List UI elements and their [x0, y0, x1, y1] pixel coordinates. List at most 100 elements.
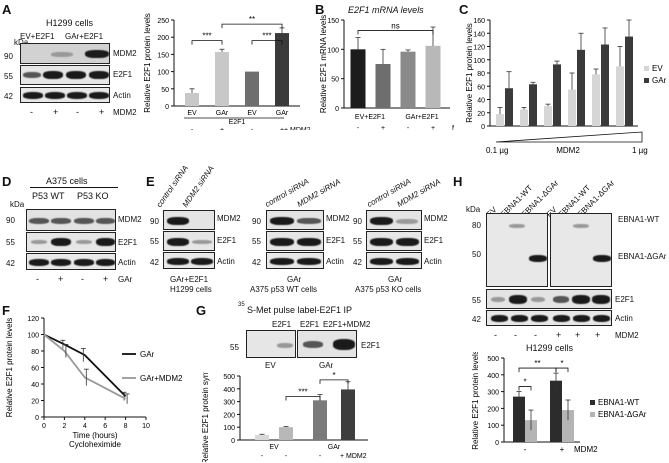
- panel-h-mdm2: MDM2: [574, 445, 598, 454]
- panel-f-line-gar-mdm2: [43, 333, 127, 400]
- panel-b-mdm2: MDM2: [452, 125, 454, 132]
- panel-a-chart-y-tick-label: 150: [157, 52, 169, 59]
- panel-f-legend-gar-mdm2: GAr+MDM2: [140, 374, 183, 383]
- panel-e2-band-actin: Actin: [326, 257, 344, 266]
- panel-h-legend-swatch-dgar: [590, 412, 595, 417]
- panel-a-cell-line: H1299 cells: [46, 18, 94, 28]
- panel-a-e2f1-label: E2F1: [229, 119, 246, 126]
- panel-c-bar-gar: [577, 49, 585, 126]
- panel-c-legend-swatch-gar: [644, 78, 649, 83]
- panel-h-chart-y-tick-label: 500: [487, 356, 499, 363]
- panel-d-sign-2: +: [58, 274, 64, 284]
- panel-d-band-actin: Actin: [118, 258, 136, 267]
- panel-h-kda-80: 80: [472, 221, 481, 230]
- panel-d-label: D: [2, 174, 12, 189]
- panel-f-chart-y-tick-label: 120: [27, 316, 39, 323]
- panel-f-x-tick-label: 6: [103, 423, 107, 430]
- panel-c-chart-y-tick-label: 160: [473, 18, 485, 25]
- panel-h-blot-ebna-right: [550, 213, 612, 287]
- panel-f-chart-y-tick-label: 0: [35, 415, 39, 422]
- panel-h-band-ebna-wt: EBNA1-WT: [618, 215, 660, 224]
- panel-b-group-2: GAr+E2F1: [405, 114, 438, 121]
- panel-e3-blot-mdm2: [366, 210, 422, 230]
- panel-f-x-tick-label: 0: [42, 423, 46, 430]
- panel-b-bar: [425, 45, 441, 108]
- panel-f-chart-y-tick-label: 60: [31, 366, 39, 373]
- panel-a-mdm2-row: MDM2: [113, 108, 137, 117]
- panel-e3-band-actin: Actin: [424, 257, 442, 266]
- panel-a-group-2: GAr+E2F1: [65, 32, 104, 41]
- panel-g-sig-2: [319, 379, 349, 384]
- panel-b-group-1: EV+E2F1: [355, 114, 385, 121]
- panel-h-kda-50: 50: [472, 250, 481, 259]
- panel-a-sign-1: -: [30, 107, 33, 117]
- panel-e2-blot-mdm2: [266, 210, 324, 230]
- panel-c-bar-gar: [505, 88, 513, 126]
- panel-f-label: F: [2, 303, 10, 318]
- panel-e-label: E: [146, 174, 155, 189]
- panel-a-kda-42: 42: [4, 92, 13, 101]
- panel-g-bar: [341, 389, 355, 440]
- panel-a-chart-y-tick-label: 0: [165, 104, 169, 111]
- panel-e3-band-e2f1: E2F1: [424, 236, 444, 245]
- panel-h-bar-dgar: [562, 410, 574, 442]
- panel-h-kda-42: 42: [472, 315, 481, 324]
- panel-b-chart-y-tick-label: 150: [327, 18, 339, 25]
- panel-d-blot-mdm2: [26, 209, 116, 231]
- panel-c-chart-y-tick-label: 120: [473, 45, 485, 52]
- panel-f-line-gar: [43, 333, 127, 398]
- panel-g-chart-y-tick-label: 400: [223, 387, 235, 394]
- panel-c-legend-gar: GAr: [652, 76, 667, 85]
- panel-b-sign: +: [431, 125, 435, 132]
- panel-h-sig-2: [518, 367, 557, 373]
- panel-g-kda: 55: [230, 343, 239, 352]
- panel-h-sig-3: [555, 367, 569, 373]
- panel-g-chart-y-tick-label: 500: [223, 374, 235, 381]
- panel-e2-band-e2f1: E2F1: [326, 236, 346, 245]
- panel-g-bar: [279, 427, 293, 440]
- panel-g-chart-y-tick-label: 300: [223, 400, 235, 407]
- panel-h-sign: -: [524, 445, 527, 454]
- panel-e1-blot-actin: [163, 252, 215, 269]
- panel-a-chart-y-tick-label: 250: [157, 18, 169, 25]
- panel-f-chart-y-tick-label: 20: [31, 399, 39, 406]
- panel-a-blot-e2f1: [20, 65, 110, 85]
- panel-h-band-actin: Actin: [615, 314, 633, 323]
- panel-g-sign: -: [319, 453, 322, 460]
- panel-a-sig-3: [221, 23, 283, 29]
- panel-a-group-1: EV+E2F1: [20, 32, 55, 41]
- panel-e3-kda-90: 90: [353, 217, 362, 226]
- panel-h-bar-dgar: [525, 420, 537, 442]
- panel-h-sig-2-label: **: [534, 359, 540, 368]
- panel-d-band-mdm2: MDM2: [118, 215, 142, 224]
- panel-c-bar-ev: [592, 74, 600, 126]
- panel-e1-kda-90: 90: [150, 217, 159, 226]
- panel-b-title: E2F1 mRNA levels: [348, 5, 424, 15]
- panel-h-legend-swatch-wt: [590, 400, 595, 405]
- panel-b-bar: [400, 51, 416, 108]
- panel-h-kda-unit: kDa: [466, 205, 481, 214]
- panel-c-bar-gar: [529, 84, 537, 126]
- panel-e3-kda-42: 42: [353, 258, 362, 267]
- panel-h-chart-y-tick-label: 0: [495, 440, 499, 447]
- panel-d-sign-1: -: [36, 274, 39, 284]
- panel-a-sign: -: [191, 127, 194, 130]
- panel-e1-band-mdm2: MDM2: [217, 214, 241, 223]
- panel-g-bar: [313, 400, 327, 440]
- panel-e3-blot-actin: [366, 252, 422, 269]
- panel-f-x-tick-label: 4: [83, 423, 87, 430]
- panel-g-blot-ev: [246, 330, 296, 358]
- panel-h-chart-y-tick-label: 100: [487, 423, 499, 430]
- panel-h-mdm2-row: MDM2: [615, 331, 639, 340]
- panel-e3-kda-55: 55: [353, 237, 362, 246]
- panel-g-chart-y-label: Relative E2F1 protein synthesis: [201, 372, 210, 462]
- panel-b-label: B: [315, 2, 325, 17]
- panel-a-x-tick-label: GAr: [276, 110, 289, 117]
- panel-g-title: S-Met pulse label-E2F1 IP: [247, 305, 353, 315]
- panel-f-chart-y-tick-label: 100: [27, 333, 39, 340]
- panel-e1-caption-1: GAr+E2F1: [170, 275, 209, 284]
- panel-f-x-label: Time (hours): [72, 431, 117, 440]
- panel-h-cell-line: H1299 cells: [526, 343, 574, 353]
